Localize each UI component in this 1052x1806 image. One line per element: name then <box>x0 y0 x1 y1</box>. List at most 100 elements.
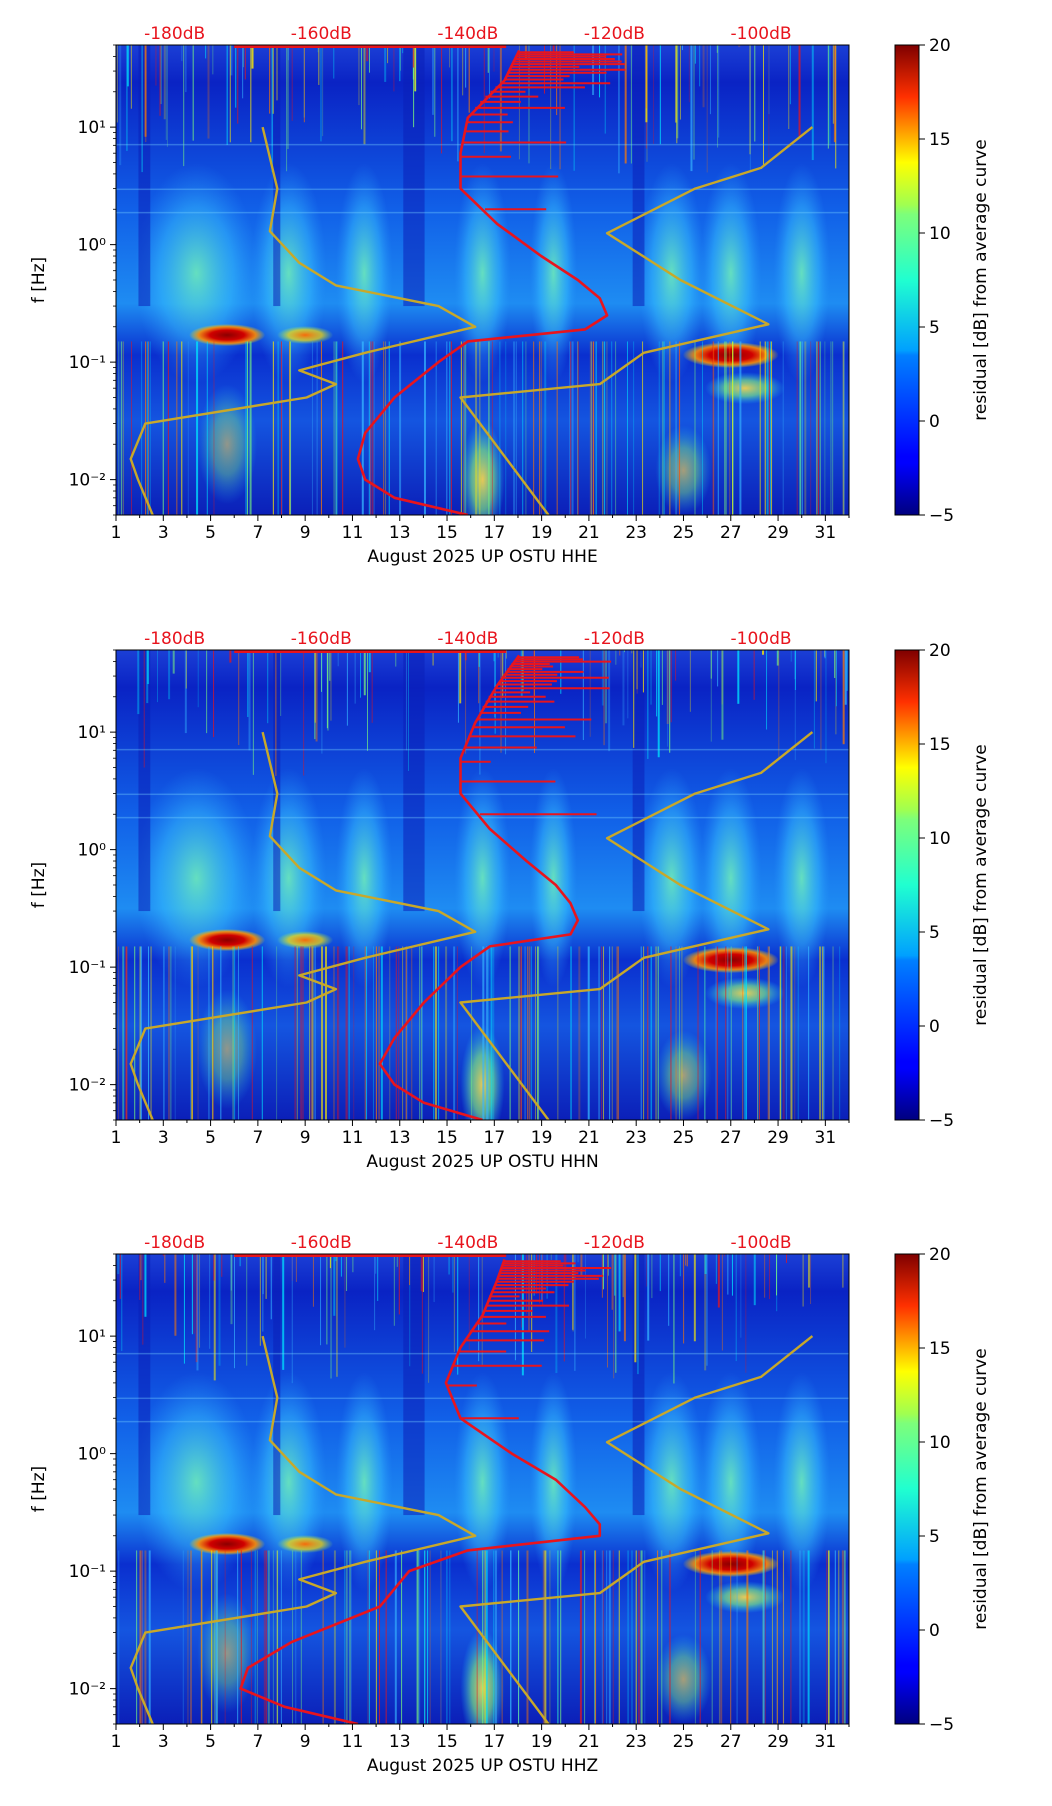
streak <box>163 946 165 1120</box>
streak <box>626 341 628 515</box>
top-db-label: -180dB <box>144 24 205 44</box>
streak <box>521 1254 523 1328</box>
streak <box>393 45 395 92</box>
streak <box>364 946 366 1120</box>
streak <box>249 341 252 515</box>
streak <box>333 341 335 515</box>
streak <box>333 45 335 79</box>
noise-blob <box>335 163 393 384</box>
streak <box>360 650 362 698</box>
streak <box>166 45 168 147</box>
streak <box>754 45 756 142</box>
streak <box>667 650 669 747</box>
streak <box>281 341 283 515</box>
streak <box>531 1254 533 1352</box>
streak <box>295 1550 297 1724</box>
streak <box>718 45 720 138</box>
longperiod-blob <box>704 372 785 405</box>
streak <box>162 341 164 515</box>
streak <box>742 946 744 1120</box>
streak <box>291 1254 293 1384</box>
streak <box>316 341 318 515</box>
streak <box>485 1550 488 1724</box>
streak <box>642 650 644 693</box>
streak <box>143 650 145 768</box>
streak <box>790 1550 792 1724</box>
streak <box>832 45 834 124</box>
x-tick-label: 13 <box>389 1732 411 1752</box>
streak <box>136 1550 138 1724</box>
streak <box>668 1550 671 1724</box>
streak <box>361 341 364 515</box>
streak <box>393 1254 395 1326</box>
streak <box>777 1550 779 1724</box>
colorbar-label: residual [dB] from average curve <box>971 139 991 420</box>
noise-model-curve <box>459 731 814 1120</box>
streak <box>289 341 291 515</box>
streak <box>226 45 228 146</box>
streak <box>493 45 495 72</box>
streak <box>401 1550 403 1724</box>
streak <box>717 45 719 148</box>
quiet-band <box>632 1254 645 1516</box>
streak <box>270 1254 272 1320</box>
quiet-band <box>632 650 645 912</box>
streak <box>116 45 118 123</box>
streak <box>835 650 837 735</box>
streak <box>433 1254 435 1303</box>
streak <box>252 650 254 775</box>
streak <box>465 650 467 754</box>
streak <box>618 1254 621 1332</box>
average-psd-curve <box>239 1258 602 1724</box>
streak <box>494 1550 497 1724</box>
y-tick-label: 10⁰ <box>78 236 107 256</box>
streak <box>463 341 465 515</box>
streak <box>569 341 571 515</box>
streak <box>335 341 338 515</box>
streak <box>539 341 541 515</box>
streak <box>549 1550 551 1724</box>
streak <box>713 341 715 515</box>
streak <box>348 946 350 1120</box>
streak <box>594 1550 596 1724</box>
streak <box>433 946 435 1120</box>
streak <box>704 1254 707 1274</box>
streak <box>780 946 782 1120</box>
streak <box>413 45 415 128</box>
x-tick-label: 23 <box>625 1732 647 1752</box>
x-tick-label: 19 <box>531 1128 553 1148</box>
streak <box>213 341 215 515</box>
x-tick-label: 27 <box>720 1732 742 1752</box>
streak <box>577 341 579 515</box>
streak <box>675 946 677 1120</box>
streak <box>721 1254 723 1351</box>
streak <box>762 45 764 165</box>
streak <box>434 45 436 137</box>
streak <box>407 650 409 771</box>
streak <box>828 1550 830 1724</box>
x-tick-label: 13 <box>389 523 411 543</box>
noise-model-curve <box>129 1335 477 1724</box>
x-tick-label: 27 <box>720 523 742 543</box>
streak <box>631 1550 633 1724</box>
streak <box>229 650 232 663</box>
streak <box>345 1550 347 1724</box>
quiet-band <box>403 45 425 307</box>
x-tick-label: 23 <box>625 523 647 543</box>
streak <box>380 946 383 1120</box>
streak <box>534 946 536 1120</box>
streak <box>384 45 387 82</box>
streak <box>838 1550 840 1724</box>
streak <box>636 650 638 690</box>
x-axis-label: August 2025 UP OSTU HHE <box>367 547 597 567</box>
streak <box>385 341 387 515</box>
streak <box>550 1254 552 1260</box>
streak <box>846 650 848 691</box>
streak <box>375 946 377 1120</box>
streak <box>715 946 717 1120</box>
noise-blob <box>773 1372 831 1593</box>
streak <box>336 1254 338 1377</box>
streak <box>644 1550 646 1724</box>
streak <box>725 341 727 515</box>
x-tick-label: 23 <box>625 1128 647 1148</box>
